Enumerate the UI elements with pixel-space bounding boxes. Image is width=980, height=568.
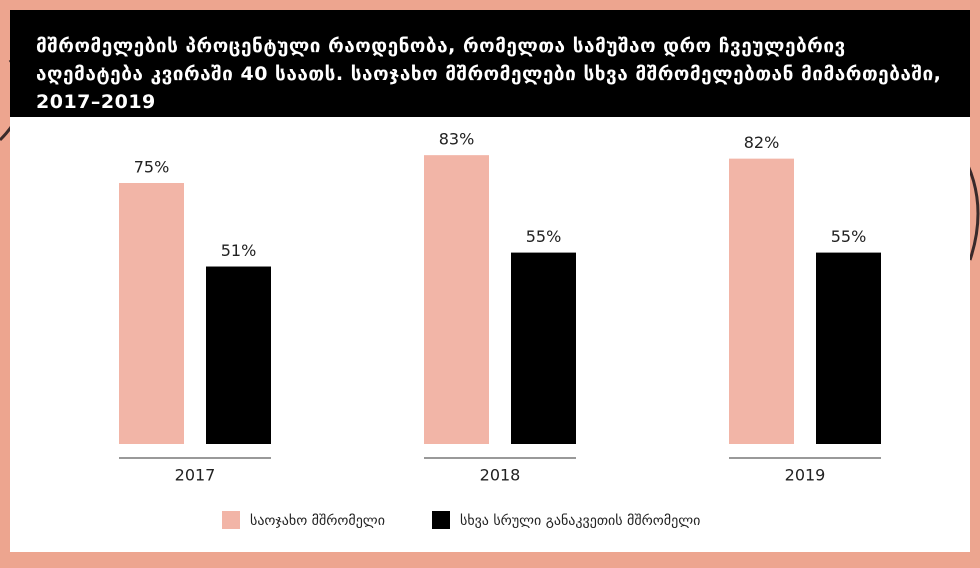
bar <box>206 266 271 444</box>
bar <box>424 155 489 444</box>
value-label: 55% <box>526 227 562 246</box>
legend-label: სხვა სრული განაკვეთის მშრომელი <box>460 512 700 529</box>
legend-swatch <box>432 511 450 529</box>
value-label: 75% <box>134 158 170 177</box>
value-label: 55% <box>831 227 867 246</box>
x-tick-label: 2019 <box>785 466 826 485</box>
x-tick-label: 2018 <box>480 466 521 485</box>
bar <box>119 183 184 444</box>
chart-title: მშრომელების პროცენტული რაოდენობა, რომელთ… <box>10 10 970 117</box>
value-label: 83% <box>439 130 475 149</box>
value-label: 82% <box>744 133 780 152</box>
value-label: 51% <box>221 241 257 260</box>
bar <box>816 252 881 444</box>
legend-label: საოჯახო მშრომელი <box>250 512 385 529</box>
bar <box>729 158 794 444</box>
legend-swatch <box>222 511 240 529</box>
bar <box>511 252 576 444</box>
x-tick-label: 2017 <box>175 466 216 485</box>
